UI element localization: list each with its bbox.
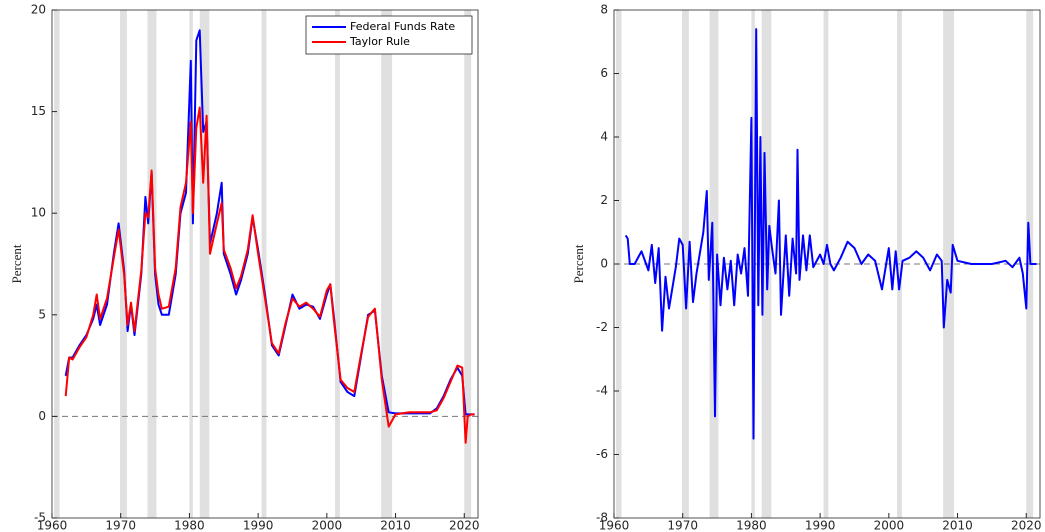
- y-tick-label: 0: [600, 257, 608, 271]
- y-tick-label: -5: [34, 511, 46, 525]
- recession-band: [261, 10, 267, 518]
- x-tick-label: 2010: [380, 519, 411, 532]
- y-tick-label: -4: [596, 384, 608, 398]
- y-tick-label: -6: [596, 447, 608, 461]
- recession-band: [147, 10, 157, 518]
- axes-frame: [51, 9, 479, 519]
- x-tick-label: 1980: [736, 519, 767, 532]
- y-tick-label: 2: [600, 193, 608, 207]
- x-tick-label: 2000: [312, 519, 343, 532]
- x-tick-label: 2000: [874, 519, 905, 532]
- y-tick-label: 4: [600, 130, 608, 144]
- y-tick-label: 10: [31, 206, 46, 220]
- legend-box: [305, 15, 473, 55]
- series-line: [624, 28, 1037, 440]
- y-tick-label: 0: [38, 409, 46, 423]
- recession-band: [464, 10, 472, 518]
- y-tick-label: 5: [38, 307, 46, 321]
- y-tick-label: 20: [31, 3, 46, 17]
- x-tick-label: 2010: [942, 519, 973, 532]
- x-tick-label: 1990: [805, 519, 836, 532]
- x-tick-label: 1970: [105, 519, 136, 532]
- x-tick-label: 1960: [599, 519, 630, 532]
- legend-label: Federal Funds Rate: [350, 20, 455, 33]
- series-line: [64, 106, 475, 444]
- recession-band: [335, 10, 340, 518]
- x-tick-label: 1960: [37, 519, 68, 532]
- x-tick-label: 2020: [1011, 519, 1042, 532]
- y-tick-label: 8: [600, 3, 608, 17]
- legend-label: Taylor Rule: [349, 35, 410, 48]
- y-tick-label: 6: [600, 66, 608, 80]
- x-tick-label: 1970: [667, 519, 698, 532]
- y-tick-label: 15: [31, 104, 46, 118]
- y-axis-label: Percent: [571, 244, 586, 283]
- x-tick-label: 1980: [174, 519, 205, 532]
- recession-band: [199, 10, 210, 518]
- recession-band: [381, 10, 393, 518]
- x-tick-label: 2020: [449, 519, 480, 532]
- series-line: [64, 29, 475, 416]
- recession-band: [709, 10, 719, 518]
- x-tick-label: 1990: [243, 519, 274, 532]
- recession-band: [189, 10, 193, 518]
- y-tick-label: -2: [596, 320, 608, 334]
- y-axis-label: Percent: [9, 244, 24, 283]
- recession-band: [54, 10, 60, 518]
- y-tick-label: -8: [596, 511, 608, 525]
